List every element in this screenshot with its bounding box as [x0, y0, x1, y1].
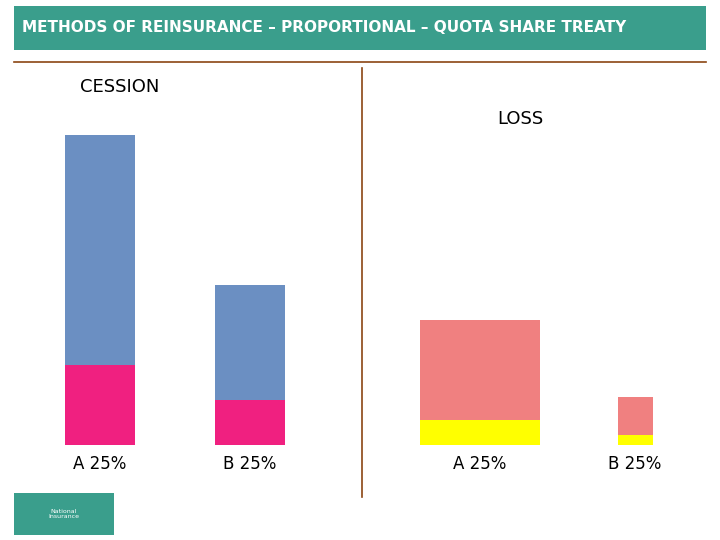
Text: CESSION: CESSION — [81, 78, 160, 96]
Text: National
Insurance: National Insurance — [48, 509, 79, 519]
Bar — [618, 397, 652, 435]
Text: A 25%: A 25% — [454, 455, 507, 473]
Bar — [215, 400, 285, 445]
Bar — [420, 320, 540, 420]
Text: LOSS: LOSS — [497, 110, 543, 128]
Text: B 25%: B 25% — [608, 455, 662, 473]
Bar — [65, 135, 135, 365]
Bar — [14, 6, 706, 50]
Bar — [618, 435, 652, 445]
Text: METHODS OF REINSURANCE – PROPORTIONAL – QUOTA SHARE TREATY: METHODS OF REINSURANCE – PROPORTIONAL – … — [22, 21, 626, 36]
Bar — [420, 420, 540, 445]
Text: A 25%: A 25% — [73, 455, 127, 473]
Bar — [14, 493, 114, 535]
Bar — [215, 285, 285, 400]
Text: METHODS OF REINSURANCE – PROPORTIONAL – QUOTA SHARE TREATY: METHODS OF REINSURANCE – PROPORTIONAL – … — [24, 27, 629, 42]
Text: B 25%: B 25% — [223, 455, 276, 473]
Bar — [65, 365, 135, 445]
